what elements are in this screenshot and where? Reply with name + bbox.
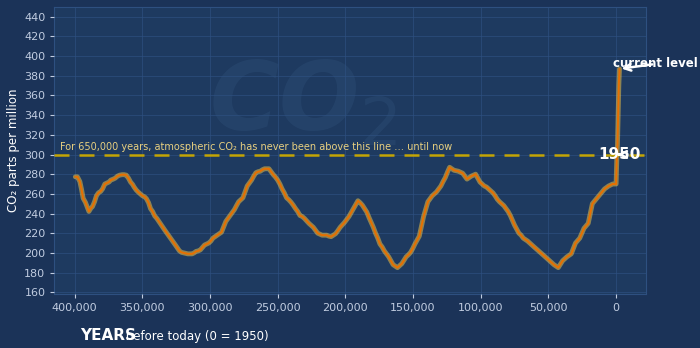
Y-axis label: CO₂ parts per million: CO₂ parts per million [7,89,20,212]
Text: For 650,000 years, atmospheric CO₂ has never been above this line … until now: For 650,000 years, atmospheric CO₂ has n… [60,142,453,151]
Text: before today (0 = 1950): before today (0 = 1950) [122,330,269,343]
Text: CO$_2$: CO$_2$ [209,58,397,151]
Text: current level: current level [612,57,697,71]
Text: 1950: 1950 [598,147,640,162]
Text: YEARS: YEARS [80,329,136,343]
